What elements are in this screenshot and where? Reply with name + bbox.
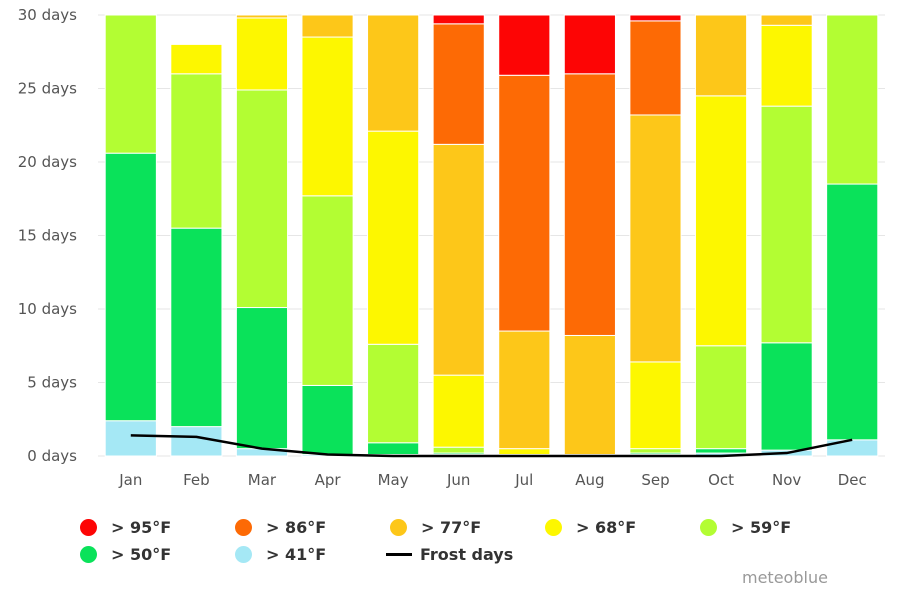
legend-dot-icon (235, 518, 252, 536)
bar-segment (760, 24, 813, 107)
bar-segment (235, 89, 289, 309)
bar-segment (760, 342, 813, 451)
bar-segment (629, 14, 682, 22)
x-tick-label: Oct (708, 471, 734, 489)
legend-item-41f[interactable]: > 41°F (235, 543, 326, 565)
legend-label: > 95°F (111, 517, 172, 537)
bar-segment (826, 14, 879, 185)
bar-segment (694, 345, 748, 450)
bar-segment (760, 14, 813, 26)
x-tick-label: Mar (248, 471, 277, 489)
bar-segment (170, 73, 223, 229)
bar-segment (170, 426, 223, 457)
legend-item-frost-days[interactable]: Frost days (386, 543, 513, 565)
bar-segment (301, 14, 354, 38)
legend-label: > 59°F (731, 517, 792, 537)
bar-segment (104, 152, 157, 422)
x-tick-label: Jul (514, 471, 533, 489)
y-tick-label: 5 days (27, 374, 77, 392)
bar-segment (563, 334, 616, 456)
legend-dot-icon (80, 545, 97, 563)
bar-segment (235, 14, 289, 19)
x-tick-label: Feb (183, 471, 210, 489)
bar-segment (629, 361, 682, 450)
x-tick-label: Aug (575, 471, 604, 489)
bar-segment (629, 20, 682, 116)
legend-line-icon (386, 552, 412, 556)
legend-item-77f[interactable]: > 77°F (390, 516, 481, 538)
x-tick-label: Jan (118, 471, 142, 489)
bar-segment (104, 420, 157, 457)
bar-segment (498, 330, 551, 450)
bar-segment (760, 105, 813, 344)
legend-item-95f[interactable]: > 95°F (80, 516, 171, 538)
bar-segment (563, 73, 616, 336)
bar-segment (498, 74, 551, 332)
legend-dot-icon (700, 518, 717, 536)
y-tick-label: 10 days (18, 300, 77, 318)
legend-label: Frost days (420, 544, 514, 564)
x-tick-label: Nov (772, 471, 801, 489)
legend-label: > 68°F (576, 517, 637, 537)
bar-segment (170, 227, 223, 428)
bar-segment (170, 43, 223, 75)
bar-segment (694, 95, 748, 347)
bar-segment (432, 23, 485, 145)
bar-segment (367, 442, 420, 456)
bar-segment (301, 36, 354, 197)
legend-item-86f[interactable]: > 86°F (235, 516, 326, 538)
legend-dot-icon (390, 518, 407, 536)
legend-label: > 77°F (421, 517, 482, 537)
bar-segment (498, 14, 551, 76)
legend-label: > 86°F (266, 517, 327, 537)
y-tick-label: 30 days (18, 6, 77, 24)
frost-days-line (130, 434, 853, 458)
bar-segment (432, 14, 485, 25)
bar-segment (367, 130, 420, 345)
bar-segment (301, 195, 354, 386)
bar-segment (301, 384, 354, 456)
y-tick-label: 15 days (18, 227, 77, 245)
bar-segment (432, 374, 485, 448)
y-tick-label: 0 days (27, 447, 77, 465)
legend-dot-icon (545, 518, 562, 536)
x-tick-label: Sep (641, 471, 669, 489)
bar-segment (563, 14, 616, 75)
x-tick-label: Jun (446, 471, 470, 489)
bar-segment (104, 14, 157, 154)
x-tick-label: May (378, 471, 409, 489)
bar-segment (498, 448, 551, 456)
bar-segment (432, 143, 485, 376)
x-tick-label: Dec (838, 471, 867, 489)
bar-segment (432, 446, 485, 454)
y-tick-label: 25 days (18, 80, 77, 98)
legend-dot-icon (80, 518, 97, 536)
legend-item-59f[interactable]: > 59°F (700, 516, 791, 538)
bar-segment (629, 114, 682, 363)
bar-segment (694, 448, 748, 454)
y-tick-label: 20 days (18, 153, 77, 171)
bar-segment (826, 183, 879, 441)
bar-segment (367, 343, 420, 444)
legend-label: > 50°F (111, 544, 172, 564)
legend-item-68f[interactable]: > 68°F (545, 516, 636, 538)
bar-segment (629, 448, 682, 454)
x-tick-label: Apr (315, 471, 342, 489)
legend-item-50f[interactable]: > 50°F (80, 543, 171, 565)
legend-label: > 41°F (266, 544, 327, 564)
bar-segment (235, 307, 289, 450)
bar-segment (367, 14, 420, 132)
legend-dot-icon (235, 545, 252, 563)
credit-text[interactable]: meteoblue (742, 568, 828, 587)
bar-segment (694, 14, 748, 97)
bar-segment (235, 17, 289, 91)
